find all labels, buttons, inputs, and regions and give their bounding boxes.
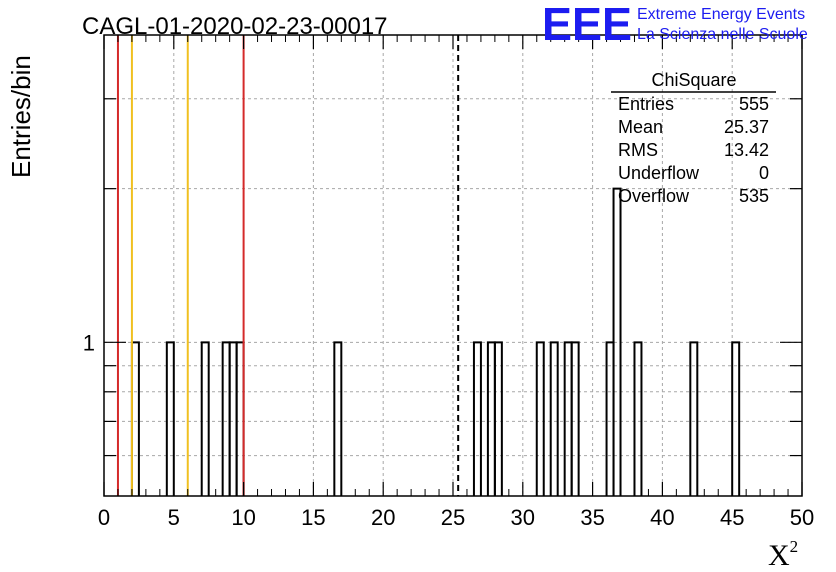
x-tick-label: 50 [790, 505, 814, 530]
stats-row-label: Overflow [618, 186, 690, 206]
stats-row-label: Underflow [618, 163, 700, 183]
histogram-bin [472, 341, 482, 496]
eee-logo: EEE [542, 0, 632, 50]
histogram-bin [535, 341, 545, 496]
x-tick-label: 35 [580, 505, 604, 530]
x-tick-label: 0 [98, 505, 110, 530]
stats-row-value: 0 [759, 163, 769, 183]
stats-row-value: 555 [739, 94, 769, 114]
x-axis-label: X2 [768, 537, 798, 572]
x-tick-label: 45 [720, 505, 744, 530]
logo-line-1: Extreme Energy Events [637, 6, 805, 23]
x-tick-label: 20 [371, 505, 395, 530]
x-tick-label: 15 [301, 505, 325, 530]
histogram-bin [689, 341, 699, 496]
histogram-bin [493, 341, 503, 496]
histogram-bars [130, 187, 741, 496]
histogram-bin [165, 341, 175, 496]
x-tick-label: 25 [441, 505, 465, 530]
histogram-bin [731, 341, 741, 496]
histogram-bin [570, 341, 580, 496]
histogram-bin [549, 341, 559, 496]
histogram-bin [333, 341, 343, 496]
x-tick-label: 10 [231, 505, 255, 530]
stats-row-label: Mean [618, 117, 663, 137]
x-tick-label: 40 [650, 505, 674, 530]
x-tick-label: 30 [511, 505, 535, 530]
run-title: CAGL-01-2020-02-23-00017 [82, 13, 388, 40]
x-axis-label-base: X [768, 539, 790, 572]
histogram-bin [633, 341, 643, 496]
stats-row-value: 25.37 [724, 117, 769, 137]
histogram-bin [612, 187, 622, 496]
stats-row-label: Entries [618, 94, 674, 114]
x-axis-label-superscript: 2 [790, 537, 799, 556]
stats-box-title: ChiSquare [651, 70, 736, 90]
y-axis-label: Entries/bin [6, 55, 36, 178]
stats-row-value: 535 [739, 186, 769, 206]
stats-row-label: RMS [618, 140, 658, 160]
logo-line-2: La Scienza nelle Scuole [637, 26, 808, 43]
marker-lines [116, 35, 460, 496]
stats-row-value: 13.42 [724, 140, 769, 160]
stats-box: ChiSquare Entries 555 Mean 25.37 RMS 13.42 Und… [611, 70, 776, 206]
y-tick-label: 1 [83, 330, 95, 355]
axis-tick-labels: 0 5 10 15 20 25 30 35 40 45 50 1 [83, 330, 814, 530]
histogram-bin [200, 341, 210, 496]
x-tick-label: 5 [168, 505, 180, 530]
axis-ticks [103, 35, 803, 496]
